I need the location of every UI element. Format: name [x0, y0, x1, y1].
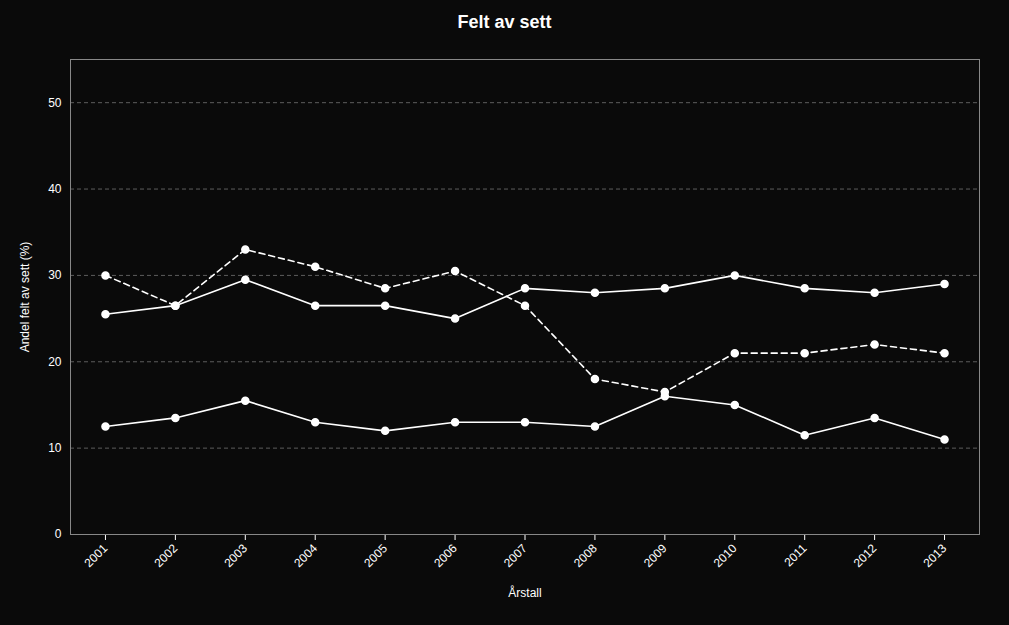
- svg-text:10: 10: [48, 441, 62, 455]
- svg-text:2006: 2006: [431, 541, 460, 570]
- svg-text:2001: 2001: [82, 541, 111, 570]
- svg-text:2007: 2007: [501, 541, 530, 570]
- svg-text:2004: 2004: [291, 541, 320, 570]
- svg-text:2002: 2002: [151, 541, 180, 570]
- svg-text:2013: 2013: [921, 541, 950, 570]
- svg-text:30: 30: [48, 268, 62, 282]
- svg-text:20: 20: [48, 355, 62, 369]
- svg-text:2009: 2009: [641, 541, 670, 570]
- svg-text:2012: 2012: [851, 541, 880, 570]
- svg-text:2003: 2003: [221, 541, 250, 570]
- svg-text:2010: 2010: [711, 541, 740, 570]
- svg-text:Andel felt av sett (%): Andel felt av sett (%): [18, 242, 32, 353]
- svg-text:2005: 2005: [361, 541, 390, 570]
- svg-text:0: 0: [55, 527, 62, 541]
- svg-text:2011: 2011: [781, 541, 809, 569]
- svg-text:Årstall: Årstall: [508, 585, 541, 600]
- html-text:Felt av sett: Felt av sett: [457, 12, 552, 32]
- svg-text:2008: 2008: [571, 541, 600, 570]
- svg-text:50: 50: [48, 96, 62, 110]
- svg-text:40: 40: [48, 182, 62, 196]
